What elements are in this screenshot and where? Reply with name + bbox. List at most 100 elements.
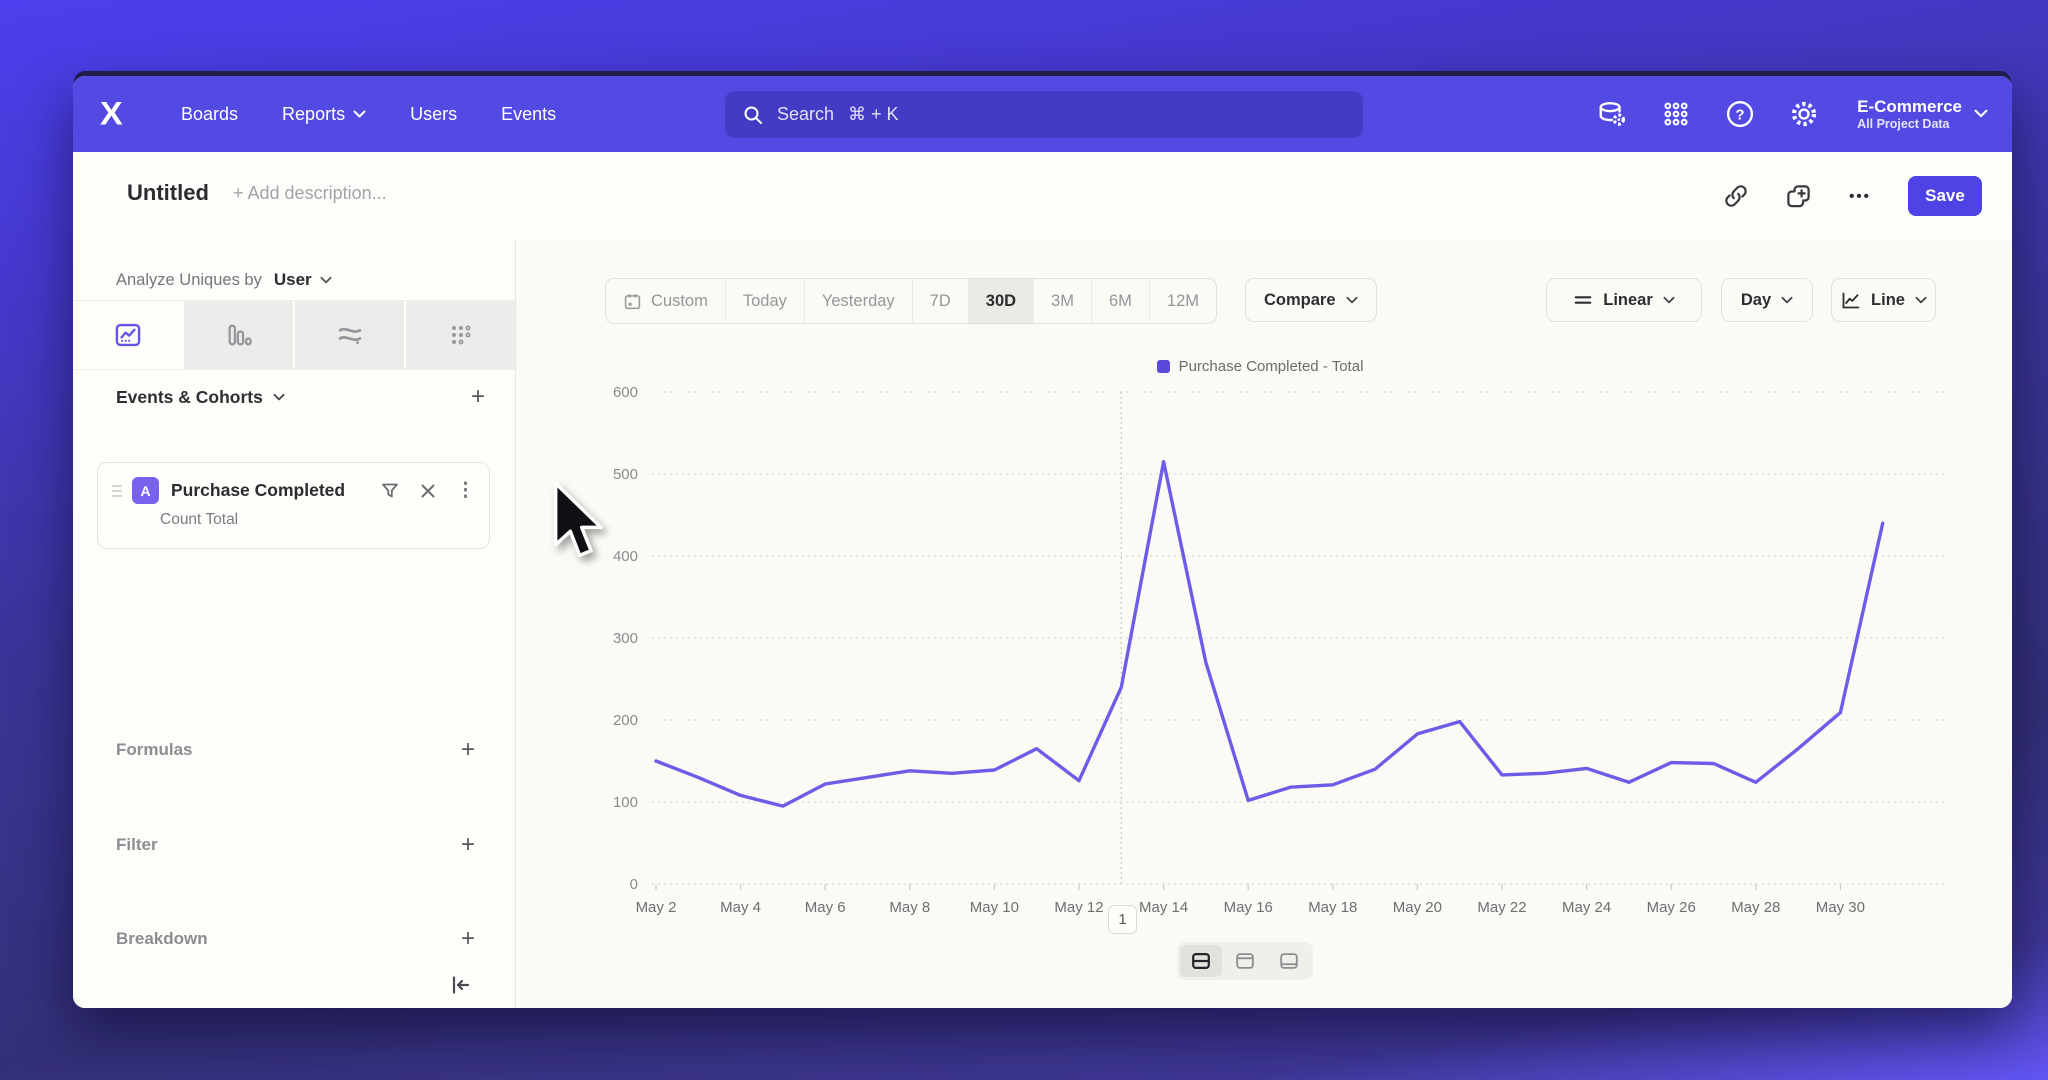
more-options-icon[interactable]: ••• — [1849, 187, 1871, 205]
add-breakdown-button[interactable]: + — [460, 925, 475, 952]
project-switcher[interactable]: E-Commerce All Project Data — [1857, 97, 1988, 131]
y-tick-label: 600 — [613, 384, 638, 401]
y-tick-label: 300 — [613, 630, 638, 647]
event-kebab-icon[interactable]: ⋮ — [456, 480, 475, 501]
scale-dropdown[interactable]: Linear — [1546, 278, 1702, 322]
nav-item-reports[interactable]: Reports — [282, 104, 366, 125]
range-segment-12m[interactable]: 12M — [1148, 279, 1216, 323]
add-description-field[interactable]: + Add description... — [233, 183, 387, 203]
x-tick-label: May 24 — [1562, 899, 1611, 916]
apps-grid-icon[interactable] — [1659, 97, 1693, 131]
tab-insights[interactable] — [73, 301, 182, 369]
collapse-sidebar-icon[interactable] — [445, 970, 475, 1000]
add-filter-button[interactable]: + — [460, 831, 475, 858]
x-tick-label: May 16 — [1224, 899, 1273, 916]
data-management-icon[interactable] — [1595, 97, 1629, 131]
layout-split-horizontal-icon[interactable] — [1180, 945, 1222, 977]
search-placeholder: Search — [777, 104, 835, 124]
x-tick-label: May 30 — [1816, 899, 1865, 916]
chevron-down-icon — [353, 110, 366, 117]
x-tick-label: May 12 — [1054, 899, 1103, 916]
range-segment-label: 7D — [929, 291, 951, 310]
events-cohorts-header[interactable]: Events & Cohorts — [116, 386, 263, 407]
tab-retention[interactable] — [404, 301, 515, 369]
chart-legend[interactable]: Purchase Completed - Total — [560, 358, 1960, 375]
event-metric-dropdown[interactable]: Count Total — [160, 511, 239, 528]
add-event-button[interactable]: + — [470, 383, 485, 410]
range-segment-today[interactable]: Today — [724, 279, 804, 323]
report-title[interactable]: Untitled — [127, 180, 209, 205]
y-tick-label: 0 — [630, 876, 638, 893]
compare-button[interactable]: Compare — [1245, 278, 1377, 322]
save-button[interactable]: Save — [1908, 176, 1982, 216]
add-formula-button[interactable]: + — [460, 736, 475, 763]
mixpanel-logo-icon[interactable]: X — [100, 95, 123, 132]
formulas-label: Formulas — [116, 740, 193, 759]
event-name[interactable]: Purchase Completed — [171, 480, 346, 500]
chevron-down-icon — [1663, 296, 1675, 303]
top-nav: X Boards Reports Users Events Search ⌘ +… — [73, 76, 2012, 152]
range-segment-label: 3M — [1051, 291, 1074, 310]
chart-canvas — [516, 240, 2012, 1008]
svg-text:?: ? — [1736, 107, 1745, 124]
chart-type-dropdown[interactable]: Line — [1831, 278, 1936, 322]
date-range-control: Custom Today Yesterday 7D 30D 3M 6M 12M — [605, 278, 1217, 324]
y-tick-label: 200 — [613, 712, 638, 729]
event-card[interactable]: A Purchase Completed ⋮ Count Total — [97, 462, 490, 549]
range-segment-yesterday[interactable]: Yesterday — [803, 279, 912, 323]
remove-event-icon[interactable] — [420, 483, 436, 499]
breakdown-label: Breakdown — [116, 929, 208, 948]
range-segment-6m[interactable]: 6M — [1090, 279, 1149, 323]
x-tick-label: May 26 — [1647, 899, 1696, 916]
flows-tab-icon — [338, 327, 361, 344]
event-letter-badge: A — [132, 477, 159, 504]
line-chart[interactable]: 0 100 200 300 400 500 600 May 2 May 4 May 6 May 8 M… — [560, 370, 1960, 925]
layout-bottom-bar-icon[interactable] — [1268, 945, 1310, 977]
layout-top-bar-icon[interactable] — [1224, 945, 1266, 977]
interval-dropdown[interactable]: Day — [1721, 278, 1813, 322]
range-segment-label: 6M — [1108, 291, 1132, 310]
y-tick-label: 400 — [613, 548, 638, 565]
report-header: Untitled + Add description... ••• Save — [73, 152, 2012, 241]
search-input[interactable]: Search ⌘ + K — [725, 91, 1363, 138]
x-tick-label: May 2 — [636, 899, 677, 916]
project-name: E-Commerce — [1857, 97, 1962, 117]
copy-link-icon[interactable] — [1722, 182, 1750, 210]
nav-item-reports-label: Reports — [282, 103, 346, 124]
tab-bar-chart[interactable] — [182, 301, 293, 369]
x-tick-label: May 10 — [970, 899, 1019, 916]
nav-item-events[interactable]: Events — [501, 103, 557, 124]
range-segment-custom[interactable]: Custom — [606, 279, 725, 323]
breakdown-section: Breakdown + — [116, 925, 475, 953]
analyze-entity-dropdown[interactable]: User — [273, 270, 312, 289]
calendar-icon — [624, 293, 641, 309]
help-icon[interactable]: ? — [1723, 97, 1757, 131]
x-tick-label: May 14 — [1139, 899, 1188, 916]
settings-gear-icon[interactable] — [1787, 97, 1821, 131]
query-sidebar: Analyze Uniques by User Event — [73, 240, 516, 1008]
nav-item-users[interactable]: Users — [410, 103, 458, 124]
range-segment-label: Yesterday — [821, 291, 895, 310]
x-tick-label: May 8 — [889, 899, 930, 916]
x-tick-label: May 22 — [1477, 899, 1526, 916]
x-tick-label: May 4 — [720, 899, 761, 916]
formulas-section: Formulas + — [116, 736, 475, 764]
x-tick-label: May 6 — [805, 899, 846, 916]
range-segment-label: Custom — [651, 291, 708, 310]
series-line[interactable] — [654, 459, 1885, 808]
range-segment-7d[interactable]: 7D — [911, 279, 968, 323]
search-shortcut: ⌘ + K — [848, 104, 899, 124]
scale-label: Linear — [1603, 290, 1653, 309]
range-segment-3m[interactable]: 3M — [1033, 279, 1091, 323]
duplicate-icon[interactable] — [1784, 182, 1812, 210]
filter-funnel-icon[interactable] — [380, 481, 400, 501]
nav-item-boards[interactable]: Boards — [181, 103, 239, 124]
filter-label: Filter — [116, 835, 158, 854]
range-segment-30d[interactable]: 30D — [967, 279, 1034, 323]
tab-flows[interactable] — [293, 301, 404, 369]
search-icon — [744, 106, 762, 124]
drag-handle[interactable] — [112, 484, 122, 497]
annotation-marker[interactable]: 1 — [1108, 905, 1137, 934]
x-tick-label: May 28 — [1731, 899, 1780, 916]
